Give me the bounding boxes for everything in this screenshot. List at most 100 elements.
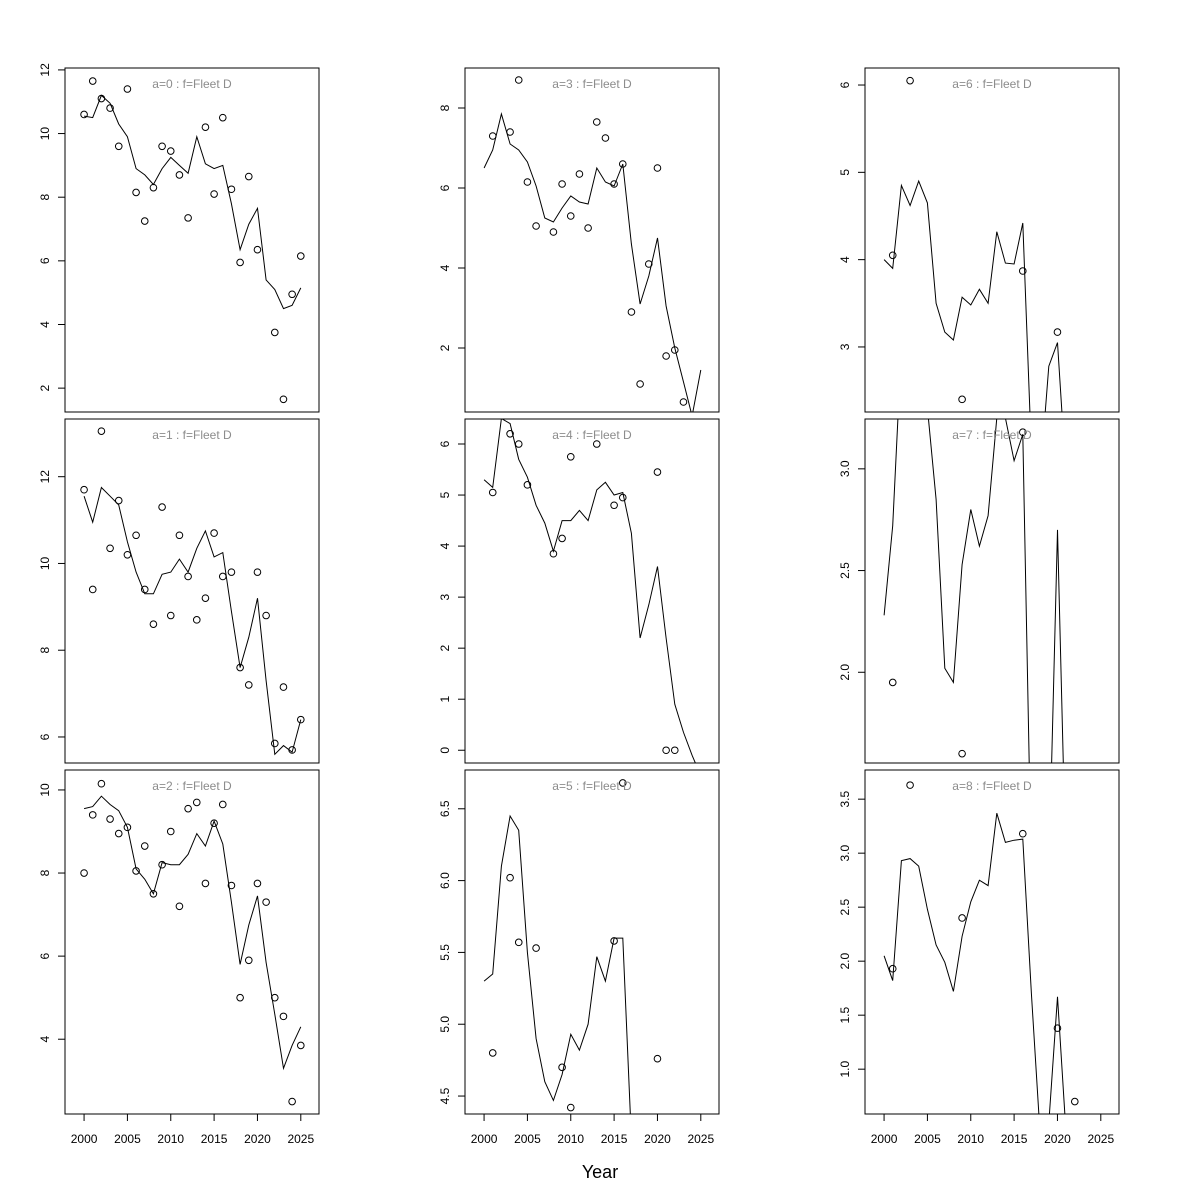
observed-point [253,879,262,888]
observed-point [653,164,662,172]
observed-point [653,1054,662,1063]
observed-point [80,485,88,494]
observed-point [558,180,566,188]
panel-title: a=3 : f=Fleet D [552,77,632,91]
observed-point [166,827,175,836]
observed-point [610,501,618,510]
y-tick-label: 5 [838,169,852,176]
observed-point [636,380,644,388]
observed-point [610,937,618,945]
observed-point [523,178,532,186]
observed-point [601,134,610,142]
y-tick-label: 3 [838,343,852,350]
x-tick-label: 2000 [471,1132,498,1146]
observed-point [210,529,218,537]
observed-point [1018,267,1027,275]
x-tick-label: 2025 [1087,1132,1114,1146]
x-tick-label: 2010 [157,1132,184,1146]
observed-point [279,1012,288,1021]
observed-point [253,245,262,254]
x-tick-label: 2005 [514,1132,541,1146]
observed-point [288,746,296,754]
observed-point [149,183,158,192]
observed-point [575,170,584,178]
y-tick-label: 2.0 [838,664,852,681]
observed-point [532,222,540,230]
y-tick-label: 6 [38,952,52,959]
observed-point [549,549,558,558]
observed-point [201,123,210,131]
fitted-line [483,112,702,412]
observed-point [488,488,497,497]
y-tick-label: 1 [438,696,452,703]
observed-point [184,572,192,581]
observed-point [296,715,305,724]
observed-point [158,503,166,511]
observed-point [175,902,184,911]
observed-point [906,781,914,789]
y-tick-label: 5.0 [438,1016,452,1033]
observed-point [488,132,497,140]
observed-point [227,568,236,576]
observed-point [123,550,132,559]
x-tick-label: 2020 [644,1132,671,1146]
observed-point [218,800,227,809]
observed-point [888,964,897,973]
y-tick-label: 8 [38,869,52,876]
observed-point [80,869,88,877]
observed-point [262,898,270,906]
x-tick-label: 2015 [601,1132,628,1146]
panel-frame [64,67,320,413]
panel-title: a=0 : f=Fleet D [152,77,232,91]
observed-point [227,185,236,194]
observed-point [906,76,914,85]
observed-point [218,113,227,122]
observed-point [88,585,97,594]
observed-point [184,804,192,813]
observed-point [592,440,601,448]
observed-point [506,873,514,882]
observed-point [166,611,175,620]
y-tick-label: 6 [38,733,52,740]
observed-point [262,611,270,620]
observed-point [106,815,114,823]
observed-point [140,842,149,850]
panel-frame [64,418,320,764]
observed-point [296,252,305,260]
observed-point [175,171,184,179]
observed-point [662,352,670,360]
panel-title: a=1 : f=Fleet D [152,428,232,442]
y-tick-label: 2 [438,645,452,652]
panel-title: a=6 : f=Fleet D [952,77,1032,91]
plot-area [883,76,1063,412]
y-tick-label: 8 [38,194,52,201]
observed-point [610,180,618,188]
observed-point [888,678,897,687]
observed-point [201,879,210,888]
plot-area [483,76,702,412]
y-tick-label: 8 [38,647,52,654]
y-tick-label: 3.0 [838,845,852,862]
observed-point [244,956,253,965]
panel-title: a=2 : f=Fleet D [152,779,232,793]
y-tick-label: 6 [438,440,452,447]
observed-point [288,1097,296,1106]
observed-point [270,328,279,337]
fitted-line [83,795,302,1071]
observed-point [210,819,218,827]
panel-title: a=5 : f=Fleet D [552,779,632,793]
observed-point [584,224,592,232]
observed-point [88,77,97,85]
fitted-line [483,814,631,1114]
fitted-line [883,179,1063,412]
observed-point [149,890,158,898]
y-tick-label: 3 [438,593,452,600]
observed-point [132,867,140,875]
x-tick-label: 2010 [957,1132,984,1146]
observed-point [114,142,123,151]
x-tick-label: 2025 [287,1132,314,1146]
x-tick-label: 2005 [114,1132,141,1146]
observed-point [644,260,653,268]
y-tick-label: 3.5 [838,790,852,807]
